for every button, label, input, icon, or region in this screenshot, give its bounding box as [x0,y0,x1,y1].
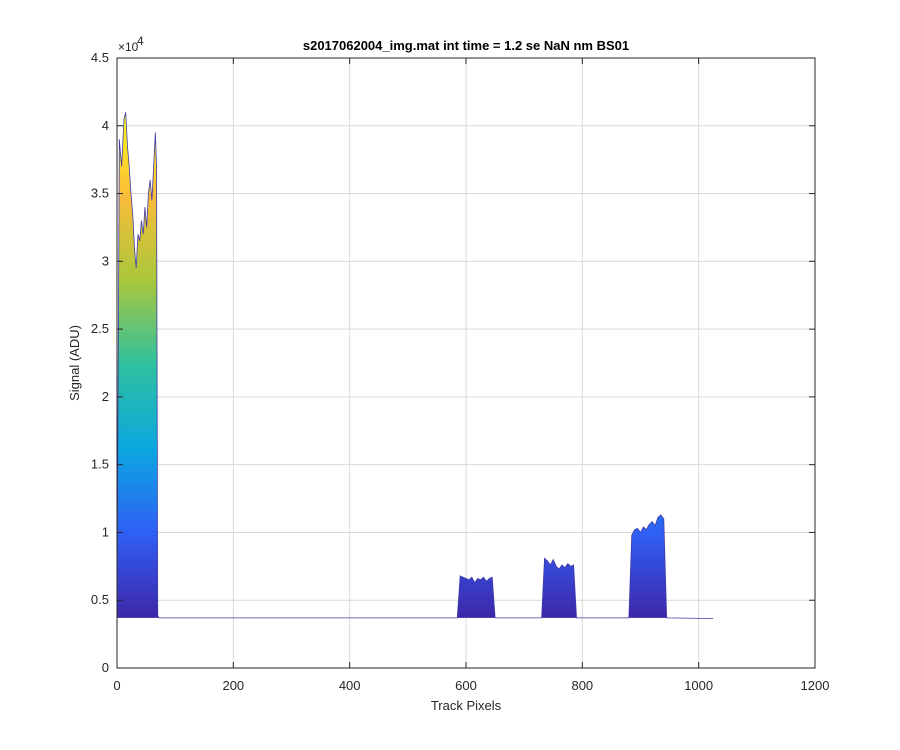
x-tick-label: 800 [571,678,593,693]
y-tick-label: 1 [102,524,109,539]
y-tick-label: 2.5 [91,321,109,336]
x-tick-label: 200 [222,678,244,693]
y-tick-label: 4 [102,118,109,133]
y-tick-label: 2 [102,389,109,404]
signal-area-fill [117,112,714,618]
y-tick-label: 3.5 [91,186,109,201]
axis-ticks: 0 200 400 600 800 1000 1200 0 0.5 1 1.5 2 2.5 3 3.5 4 4.… [91,50,830,693]
y-tick-label: 3 [102,253,109,268]
x-tick-label: 1000 [684,678,713,693]
y-tick-label: 0 [102,660,109,675]
x-tick-label: 600 [455,678,477,693]
y-axis-label: Signal (ADU) [67,325,82,401]
x-axis-label: Track Pixels [431,698,502,713]
y-tick-label: 4.5 [91,50,109,65]
x-tick-label: 0 [113,678,120,693]
y-exponent-power: 4 [137,34,144,48]
x-tick-label: 400 [339,678,361,693]
signal-trace-line [117,112,714,619]
y-tick-label: 0.5 [91,592,109,607]
y-exponent-label: ×10 [118,40,139,54]
y-tick-label: 1.5 [91,457,109,472]
chart-title: s2017062004_img.mat int time = 1.2 se Na… [303,38,629,53]
x-tick-label: 1200 [801,678,830,693]
signal-area [117,112,714,619]
